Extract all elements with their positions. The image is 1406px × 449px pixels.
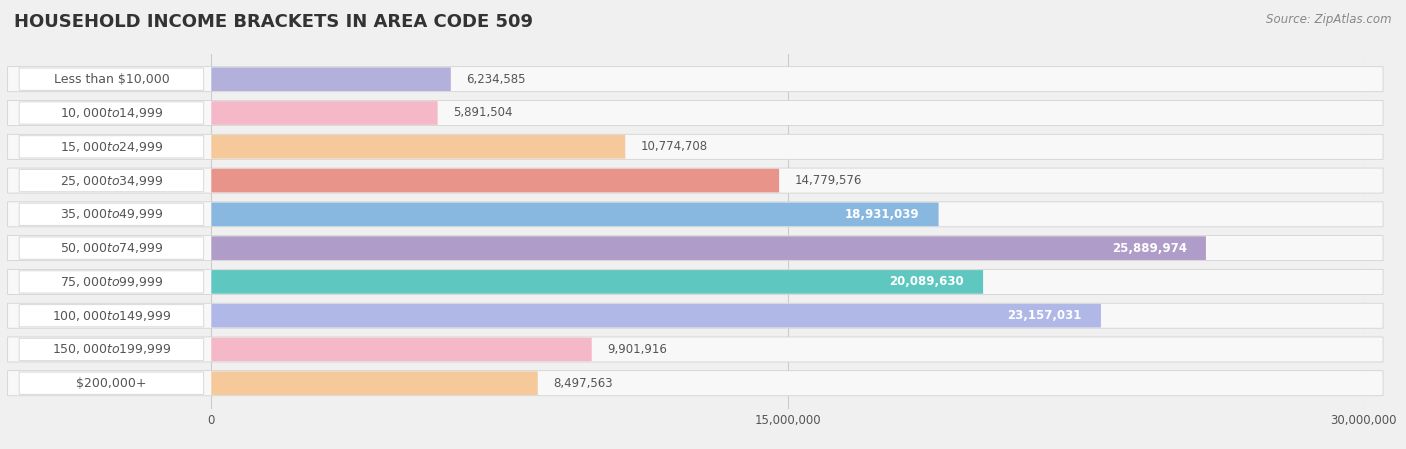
Text: 8,497,563: 8,497,563 <box>553 377 613 390</box>
Text: 5,891,504: 5,891,504 <box>453 106 513 119</box>
FancyBboxPatch shape <box>211 169 779 192</box>
Text: $35,000 to $49,999: $35,000 to $49,999 <box>59 207 163 221</box>
FancyBboxPatch shape <box>211 202 939 226</box>
Text: 9,901,916: 9,901,916 <box>607 343 666 356</box>
FancyBboxPatch shape <box>20 102 204 124</box>
FancyBboxPatch shape <box>7 101 1384 126</box>
FancyBboxPatch shape <box>20 304 204 327</box>
Text: $150,000 to $199,999: $150,000 to $199,999 <box>52 343 172 357</box>
Text: $200,000+: $200,000+ <box>76 377 146 390</box>
FancyBboxPatch shape <box>20 339 204 361</box>
Text: Less than $10,000: Less than $10,000 <box>53 73 169 86</box>
FancyBboxPatch shape <box>211 371 537 395</box>
Text: 14,779,576: 14,779,576 <box>794 174 862 187</box>
Text: $15,000 to $24,999: $15,000 to $24,999 <box>59 140 163 154</box>
Text: $10,000 to $14,999: $10,000 to $14,999 <box>59 106 163 120</box>
FancyBboxPatch shape <box>7 371 1384 396</box>
FancyBboxPatch shape <box>7 202 1384 227</box>
Text: 20,089,630: 20,089,630 <box>889 275 965 288</box>
FancyBboxPatch shape <box>211 236 1206 260</box>
FancyBboxPatch shape <box>7 67 1384 92</box>
Text: Source: ZipAtlas.com: Source: ZipAtlas.com <box>1267 13 1392 26</box>
FancyBboxPatch shape <box>211 270 983 294</box>
FancyBboxPatch shape <box>20 372 204 394</box>
Text: $100,000 to $149,999: $100,000 to $149,999 <box>52 309 172 323</box>
FancyBboxPatch shape <box>7 168 1384 193</box>
FancyBboxPatch shape <box>20 237 204 259</box>
FancyBboxPatch shape <box>20 203 204 225</box>
FancyBboxPatch shape <box>7 303 1384 328</box>
FancyBboxPatch shape <box>20 136 204 158</box>
Text: $50,000 to $74,999: $50,000 to $74,999 <box>59 241 163 255</box>
Text: $75,000 to $99,999: $75,000 to $99,999 <box>59 275 163 289</box>
FancyBboxPatch shape <box>7 269 1384 295</box>
FancyBboxPatch shape <box>211 135 626 158</box>
Text: 10,774,708: 10,774,708 <box>641 140 707 153</box>
FancyBboxPatch shape <box>20 68 204 90</box>
FancyBboxPatch shape <box>20 271 204 293</box>
Text: HOUSEHOLD INCOME BRACKETS IN AREA CODE 509: HOUSEHOLD INCOME BRACKETS IN AREA CODE 5… <box>14 13 533 31</box>
FancyBboxPatch shape <box>7 236 1384 260</box>
FancyBboxPatch shape <box>211 338 592 361</box>
Text: 6,234,585: 6,234,585 <box>467 73 526 86</box>
FancyBboxPatch shape <box>211 304 1101 327</box>
FancyBboxPatch shape <box>211 67 451 91</box>
FancyBboxPatch shape <box>7 337 1384 362</box>
Text: 18,931,039: 18,931,039 <box>845 208 920 221</box>
FancyBboxPatch shape <box>20 169 204 192</box>
Text: 25,889,974: 25,889,974 <box>1112 242 1187 255</box>
Text: 23,157,031: 23,157,031 <box>1007 309 1081 322</box>
FancyBboxPatch shape <box>211 101 437 125</box>
Text: $25,000 to $34,999: $25,000 to $34,999 <box>59 174 163 188</box>
FancyBboxPatch shape <box>7 134 1384 159</box>
